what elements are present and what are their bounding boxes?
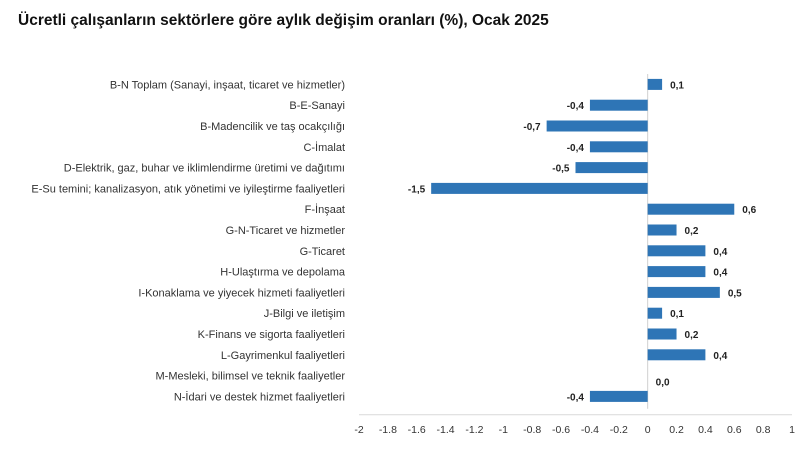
data-label: 0,4 bbox=[713, 268, 727, 279]
category-label: M-Mesleki, bilimsel ve teknik faaliyetle… bbox=[156, 371, 346, 383]
category-label: D-Elektrik, gaz, buhar ve iklimlendirme … bbox=[64, 163, 345, 175]
category-label: C-İmalat bbox=[303, 141, 345, 154]
data-bar bbox=[589, 390, 648, 402]
data-bar bbox=[647, 203, 735, 215]
category-label: L-Gayrimenkul faaliyetleri bbox=[221, 350, 345, 362]
data-bar bbox=[647, 328, 677, 340]
data-label: 0,1 bbox=[670, 309, 684, 320]
x-tick-label: -1.2 bbox=[465, 424, 483, 436]
data-bar bbox=[647, 286, 720, 298]
data-bar bbox=[647, 78, 663, 90]
data-bar bbox=[546, 120, 648, 132]
category-label: I-Konaklama ve yiyecek hizmeti faaliyetl… bbox=[138, 287, 345, 299]
category-label: J-Bilgi ve iletişim bbox=[264, 308, 345, 320]
x-tick-label: 0 bbox=[645, 424, 651, 436]
category-label: G-N-Ticaret ve hizmetler bbox=[226, 225, 346, 237]
x-tick-label: 1 bbox=[789, 424, 795, 436]
data-label: -1,5 bbox=[408, 184, 426, 195]
data-bar bbox=[647, 245, 706, 257]
x-tick-label: -1.6 bbox=[408, 424, 426, 436]
data-label: -0,7 bbox=[523, 122, 541, 133]
x-tick-label: 0.2 bbox=[669, 424, 684, 436]
data-label: 0,2 bbox=[685, 226, 699, 237]
data-bar bbox=[575, 162, 648, 174]
data-label: 0,1 bbox=[670, 80, 684, 91]
data-label: -0,4 bbox=[567, 101, 585, 112]
category-label: E-Su temini; kanalizasyon, atık yönetimi… bbox=[31, 183, 345, 195]
x-tick-label: -0.2 bbox=[610, 424, 628, 436]
data-bar bbox=[647, 224, 677, 236]
data-label: -0,4 bbox=[567, 392, 585, 403]
category-label: F-İnşaat bbox=[305, 203, 345, 216]
category-label: G-Ticaret bbox=[300, 246, 345, 258]
data-label: 0,5 bbox=[728, 288, 742, 299]
category-label: B-Madencilik ve taş ocakçılığı bbox=[200, 121, 345, 133]
data-label: -0,4 bbox=[567, 143, 585, 154]
data-label: 0,4 bbox=[713, 247, 727, 258]
data-bar bbox=[589, 99, 648, 111]
category-label: B-E-Sanayi bbox=[289, 100, 345, 112]
data-bar bbox=[431, 182, 648, 194]
x-tick-label: -2 bbox=[354, 424, 363, 436]
data-bar bbox=[589, 141, 648, 153]
data-label: 0,0 bbox=[656, 378, 670, 389]
x-tick-label: 0.6 bbox=[727, 424, 742, 436]
data-bar bbox=[647, 266, 706, 278]
x-tick-label: -1.4 bbox=[437, 424, 455, 436]
x-tick-label: -1 bbox=[499, 424, 508, 436]
data-label: 0,4 bbox=[713, 351, 727, 362]
x-tick-label: 0.4 bbox=[698, 424, 713, 436]
x-tick-label: 0.8 bbox=[756, 424, 771, 436]
x-tick-label: -0.4 bbox=[581, 424, 599, 436]
data-label: -0,5 bbox=[552, 164, 570, 175]
x-tick-label: -0.8 bbox=[523, 424, 541, 436]
x-tick-label: -1.8 bbox=[379, 424, 397, 436]
data-label: 0,6 bbox=[742, 205, 756, 216]
category-label: H-Ulaştırma ve depolama bbox=[220, 267, 346, 279]
category-label: B-N Toplam (Sanayi, inşaat, ticaret ve h… bbox=[110, 79, 345, 91]
chart-title: Ücretli çalışanların sektörlere göre ayl… bbox=[18, 12, 549, 29]
data-bar bbox=[647, 349, 706, 361]
category-label: N-İdari ve destek hizmet faaliyetleri bbox=[174, 390, 345, 403]
category-label: K-Finans ve sigorta faaliyetleri bbox=[198, 329, 345, 341]
x-tick-label: -0.6 bbox=[552, 424, 570, 436]
data-label: 0,2 bbox=[685, 330, 699, 341]
data-bar bbox=[647, 307, 663, 319]
